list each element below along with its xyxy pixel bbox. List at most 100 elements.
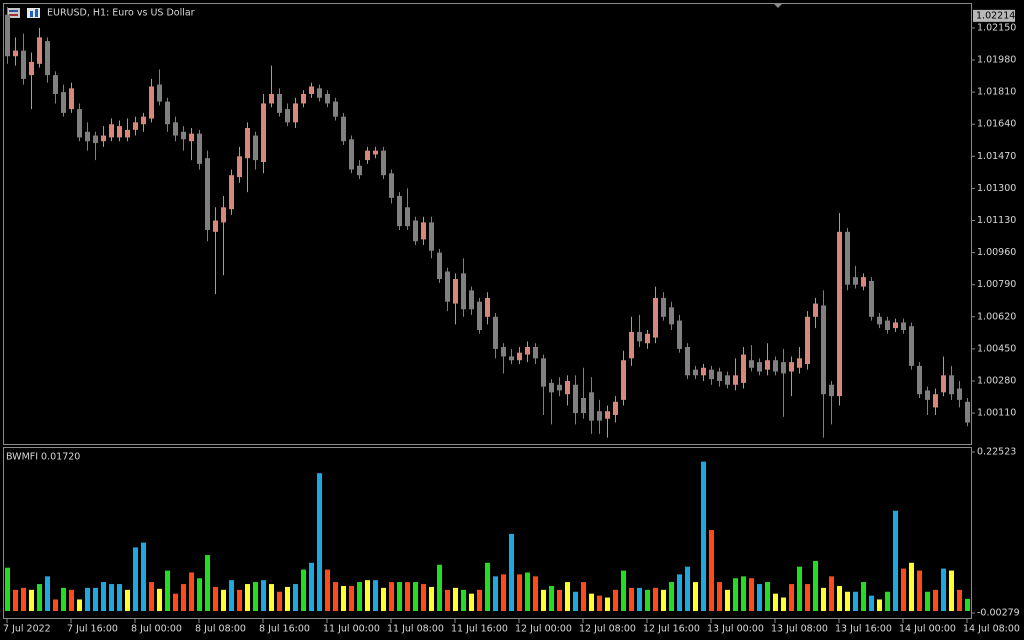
bar — [893, 510, 898, 612]
candle-body — [885, 320, 890, 331]
candle-body — [317, 88, 322, 98]
candle-body — [613, 401, 618, 415]
candle-body — [109, 124, 114, 138]
bar — [669, 582, 674, 612]
x-tick-label: 13 Jul 16:00 — [835, 624, 892, 635]
bar — [701, 461, 706, 612]
x-tick-label: 12 Jul 08:00 — [579, 624, 636, 635]
candle-body — [341, 116, 346, 142]
y-tick-label: 0.22523 — [977, 447, 1016, 458]
bar — [765, 582, 770, 612]
candle-body — [53, 75, 58, 95]
y-tick-label: 1.01980 — [977, 55, 1016, 66]
candle-body — [397, 195, 402, 227]
bar — [693, 582, 698, 612]
candle-body — [349, 139, 354, 170]
y-tick-label: -0.00279 — [977, 607, 1020, 618]
candle-body — [493, 316, 498, 349]
icon — [27, 8, 40, 18]
candle-body — [509, 356, 514, 361]
bar — [813, 560, 818, 612]
bar — [269, 584, 274, 612]
candle-body — [405, 207, 410, 227]
icon — [7, 8, 20, 18]
candle-body — [69, 88, 74, 110]
bar — [221, 589, 226, 612]
candle-body — [477, 301, 482, 331]
bar — [533, 576, 538, 612]
candle-body — [725, 375, 730, 385]
candle-body — [261, 103, 266, 162]
candle-body — [701, 367, 706, 376]
candle-body — [653, 297, 658, 338]
candle-body — [541, 358, 546, 387]
bar — [933, 589, 938, 612]
bar — [197, 578, 202, 612]
y-tick-label: 1.00450 — [977, 343, 1016, 354]
candle-body — [629, 331, 634, 359]
candle-body — [181, 131, 186, 140]
candle-body — [13, 50, 18, 57]
candle-body — [533, 347, 538, 359]
shift-marker[interactable] — [774, 4, 782, 8]
bar — [21, 587, 26, 612]
candle-body — [877, 316, 882, 325]
candle-body — [461, 273, 466, 310]
candle-body — [781, 362, 786, 374]
candle-body — [389, 173, 394, 198]
bar — [597, 595, 602, 612]
candle-body — [909, 326, 914, 366]
candle-body — [141, 116, 146, 125]
bar — [93, 587, 98, 612]
bar — [653, 587, 658, 612]
candle-body — [149, 86, 154, 119]
candle-body — [965, 401, 970, 423]
candle-body — [29, 61, 34, 76]
candle-body — [301, 94, 306, 104]
candle-body — [293, 103, 298, 123]
bar — [109, 584, 114, 612]
candle-body — [853, 277, 858, 285]
candle-body — [933, 394, 938, 408]
bar — [229, 580, 234, 612]
indicator-title: BWMFI 0.01720 — [6, 452, 80, 463]
candle-body — [229, 175, 234, 210]
candle-body — [165, 101, 170, 125]
bar — [773, 593, 778, 612]
candle-body — [501, 347, 506, 357]
candle-body — [517, 352, 522, 361]
bar — [629, 587, 634, 612]
candle-body — [901, 322, 906, 331]
candle-body — [949, 375, 954, 395]
candle-body — [189, 133, 194, 142]
candle-body — [237, 156, 242, 178]
bar — [821, 587, 826, 612]
bar — [173, 593, 178, 612]
candle-body — [245, 127, 250, 159]
candle-body — [213, 220, 218, 232]
y-tick-label: 1.01640 — [977, 119, 1016, 130]
candle-body — [661, 297, 666, 317]
candle-body — [309, 86, 314, 95]
candle-body — [621, 360, 626, 400]
candle-body — [573, 384, 578, 414]
candle-body — [557, 384, 562, 391]
x-tick-label: 8 Jul 08:00 — [195, 624, 246, 635]
bar — [901, 568, 906, 612]
icon — [9, 10, 18, 12]
x-tick-label: 14 Jul 08:00 — [963, 624, 1020, 635]
x-tick-label: 7 Jul 16:00 — [67, 624, 118, 635]
candle-body — [589, 392, 594, 421]
bar — [565, 582, 570, 612]
bar — [581, 582, 586, 612]
bar — [557, 589, 562, 612]
candle-body — [437, 252, 442, 280]
candle-body — [821, 305, 826, 395]
candle-body — [5, 14, 10, 57]
y-tick-label: 1.01810 — [977, 87, 1016, 98]
bar — [461, 589, 466, 612]
bar — [925, 591, 930, 612]
bar — [45, 576, 50, 612]
bar — [437, 564, 442, 612]
